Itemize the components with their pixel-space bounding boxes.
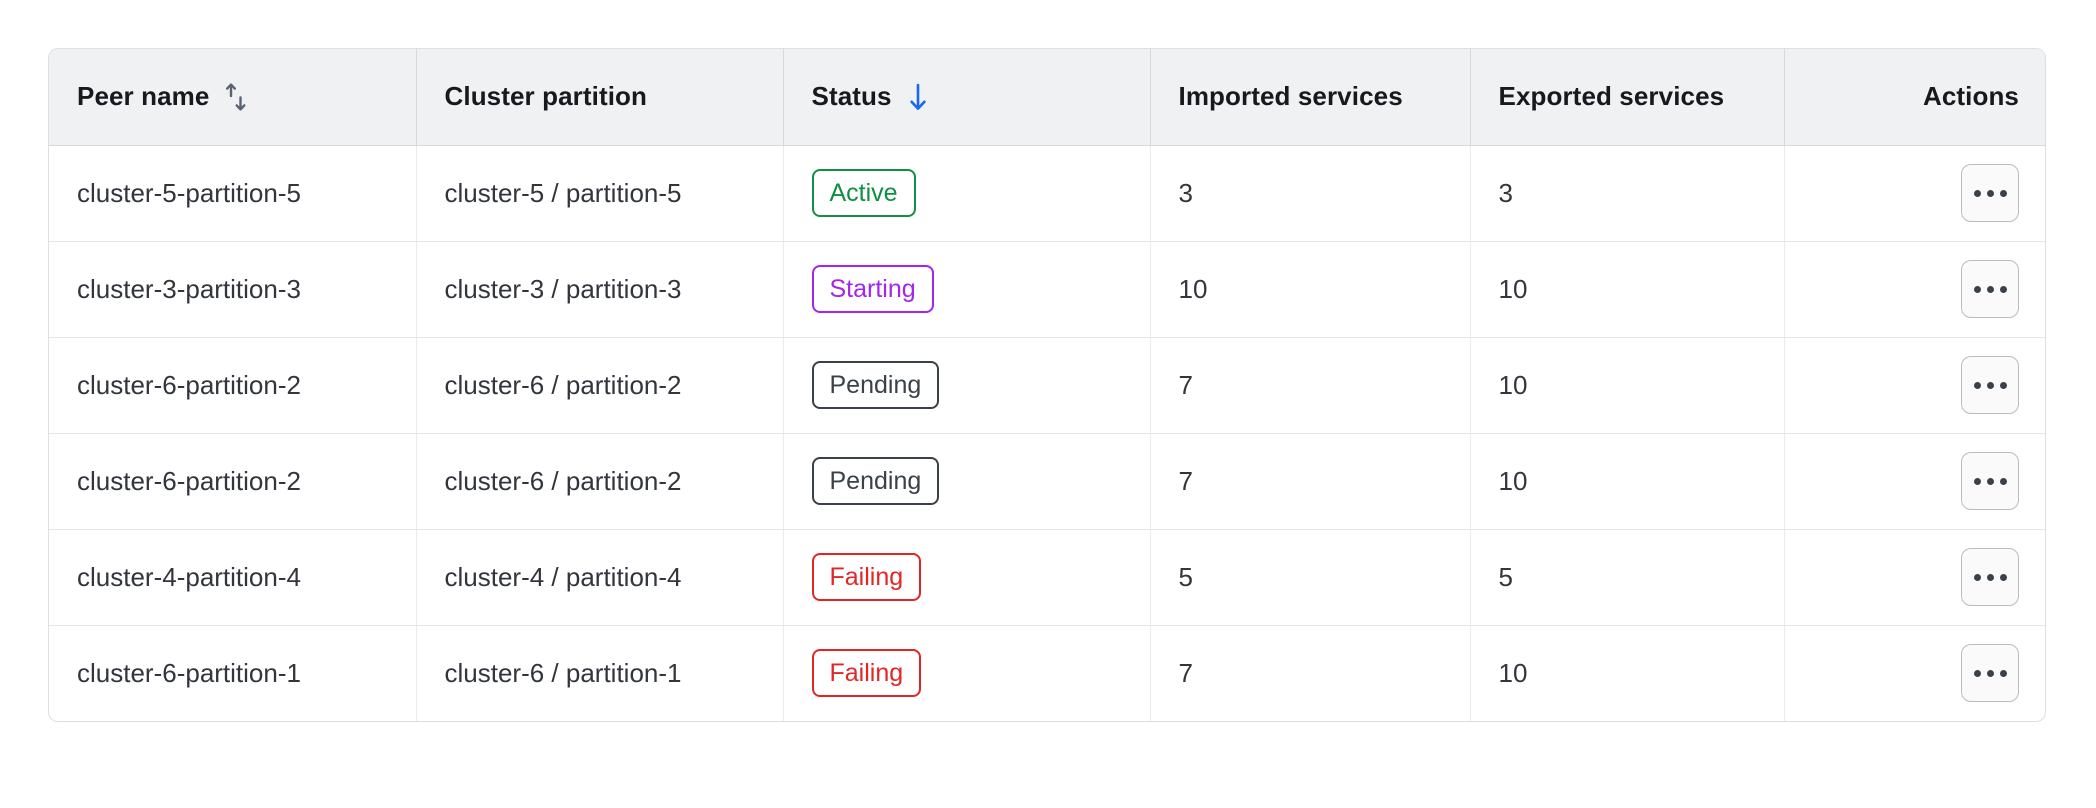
ellipsis-icon xyxy=(1973,285,2007,293)
status-badge: Pending xyxy=(811,457,940,505)
cell-imported-services: 7 xyxy=(1150,625,1471,721)
cell-cluster-partition: cluster-3 / partition-3 xyxy=(416,241,784,338)
cell-cluster-partition: cluster-6 / partition-2 xyxy=(416,433,784,530)
column-header-exported-services[interactable]: Exported services xyxy=(1470,49,1785,146)
cell-imported-services: 7 xyxy=(1150,337,1471,434)
table-row: cluster-6-partition-2 cluster-6 / partit… xyxy=(49,337,2045,434)
status-badge: Active xyxy=(811,169,916,217)
status-badge: Starting xyxy=(811,265,934,313)
cell-exported-services: 10 xyxy=(1470,337,1785,434)
column-header-label: Status xyxy=(811,81,892,112)
cell-status: Failing xyxy=(783,625,1151,721)
cell-imported-services: 7 xyxy=(1150,433,1471,530)
column-header-label: Cluster partition xyxy=(444,81,647,112)
peers-table: Peer name xyxy=(49,49,2045,721)
cell-exported-services: 3 xyxy=(1470,145,1785,242)
cell-exported-services: 5 xyxy=(1470,529,1785,626)
cell-status: Pending xyxy=(783,433,1151,530)
cell-peer-name: cluster-6-partition-2 xyxy=(49,433,417,530)
ellipsis-icon xyxy=(1973,189,2007,197)
cell-imported-services: 10 xyxy=(1150,241,1471,338)
ellipsis-icon xyxy=(1973,573,2007,581)
table-body: cluster-5-partition-5 cluster-5 / partit… xyxy=(49,145,2045,721)
row-actions-menu-button[interactable] xyxy=(1961,356,2019,414)
row-actions-menu-button[interactable] xyxy=(1961,644,2019,703)
column-header-actions: Actions xyxy=(1784,49,2045,146)
column-header-imported-services[interactable]: Imported services xyxy=(1150,49,1471,146)
cell-exported-services: 10 xyxy=(1470,241,1785,338)
cell-actions xyxy=(1784,433,2045,530)
cell-imported-services: 5 xyxy=(1150,529,1471,626)
sort-desc-icon[interactable] xyxy=(906,82,930,112)
table-header: Peer name xyxy=(49,49,2045,146)
column-header-status[interactable]: Status xyxy=(783,49,1151,146)
cell-cluster-partition: cluster-6 / partition-2 xyxy=(416,337,784,434)
cell-actions xyxy=(1784,145,2045,242)
ellipsis-icon xyxy=(1973,669,2007,677)
cell-actions xyxy=(1784,529,2045,626)
cell-status: Pending xyxy=(783,337,1151,434)
cell-exported-services: 10 xyxy=(1470,433,1785,530)
table-row: cluster-5-partition-5 cluster-5 / partit… xyxy=(49,145,2045,242)
table-row: cluster-3-partition-3 cluster-3 / partit… xyxy=(49,241,2045,338)
status-badge: Failing xyxy=(811,553,922,601)
cell-peer-name: cluster-5-partition-5 xyxy=(49,145,417,242)
ellipsis-icon xyxy=(1973,477,2007,485)
column-header-peer-name[interactable]: Peer name xyxy=(49,49,417,146)
table-row: cluster-4-partition-4 cluster-4 / partit… xyxy=(49,529,2045,626)
cell-peer-name: cluster-6-partition-1 xyxy=(49,625,417,721)
cell-imported-services: 3 xyxy=(1150,145,1471,242)
column-header-label: Peer name xyxy=(77,81,210,112)
cell-cluster-partition: cluster-6 / partition-1 xyxy=(416,625,784,721)
cell-actions xyxy=(1784,625,2045,721)
cell-exported-services: 10 xyxy=(1470,625,1785,721)
cell-cluster-partition: cluster-5 / partition-5 xyxy=(416,145,784,242)
column-header-label: Actions xyxy=(1922,81,2019,112)
table-row: cluster-6-partition-2 cluster-6 / partit… xyxy=(49,433,2045,530)
cell-status: Active xyxy=(783,145,1151,242)
cell-status: Failing xyxy=(783,529,1151,626)
row-actions-menu-button[interactable] xyxy=(1961,260,2019,318)
ellipsis-icon xyxy=(1973,381,2007,389)
column-header-label: Imported services xyxy=(1178,81,1403,112)
row-actions-menu-button[interactable] xyxy=(1961,164,2019,222)
status-badge: Failing xyxy=(811,649,922,698)
sort-both-icon[interactable] xyxy=(223,82,249,112)
cell-peer-name: cluster-4-partition-4 xyxy=(49,529,417,626)
cell-status: Starting xyxy=(783,241,1151,338)
column-header-label: Exported services xyxy=(1498,81,1725,112)
column-header-cluster-partition[interactable]: Cluster partition xyxy=(416,49,784,146)
cell-peer-name: cluster-6-partition-2 xyxy=(49,337,417,434)
row-actions-menu-button[interactable] xyxy=(1961,548,2019,606)
cell-actions xyxy=(1784,241,2045,338)
table-row: cluster-6-partition-1 cluster-6 / partit… xyxy=(49,625,2045,721)
status-badge: Pending xyxy=(811,361,940,409)
cell-cluster-partition: cluster-4 / partition-4 xyxy=(416,529,784,626)
cell-peer-name: cluster-3-partition-3 xyxy=(49,241,417,338)
peers-table-container: Peer name xyxy=(48,48,2046,722)
cell-actions xyxy=(1784,337,2045,434)
table-header-row: Peer name xyxy=(49,49,2045,146)
row-actions-menu-button[interactable] xyxy=(1961,452,2019,510)
